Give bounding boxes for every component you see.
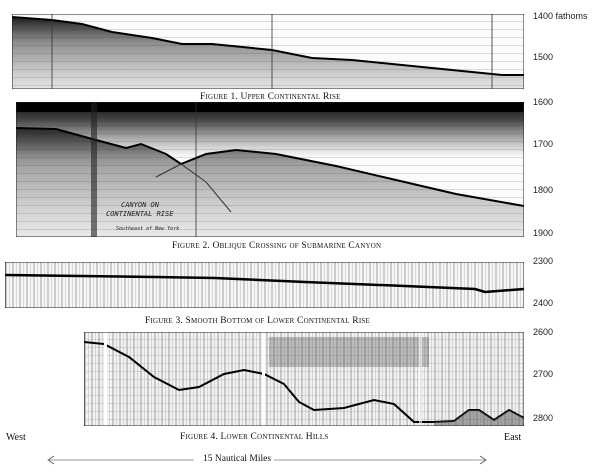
figure-3-caption: Figure 3. Smooth Bottom of Lower Contine… [145, 316, 370, 326]
depth-label: 1500 [533, 52, 554, 62]
seafloor-profile [12, 17, 524, 89]
scale-label: 15 Nautical Miles [200, 454, 275, 464]
depth-label: 2400 [533, 298, 554, 308]
figure-3-echogram [5, 262, 524, 308]
depth-label: 2300 [533, 256, 554, 266]
figure-1-echogram [12, 14, 524, 89]
depth-label: 2600 [533, 327, 554, 337]
depth-label: 1700 [533, 139, 554, 149]
depth-label: 1800 [533, 185, 554, 195]
depth-label: 2800 [533, 413, 554, 423]
seafloor-profile [16, 128, 524, 237]
figure-2-caption: Figure 2. Oblique Crossing of Submarine … [172, 241, 382, 251]
seafloor-profile [5, 273, 524, 294]
figure-1-caption: Figure 1. Upper Continental Rise [200, 92, 341, 102]
east-label: East [504, 432, 522, 443]
canyon-wall-echo [155, 163, 232, 213]
canyon-annotation: CANYON ON [121, 201, 160, 209]
figure-2-echogram: CANYON ON CONTINENTAL RISE Southeast of … [16, 102, 524, 237]
figure-4-caption: Figure 4. Lower Continental Hills [180, 432, 329, 442]
scale-arrow [47, 455, 487, 465]
west-label: West [6, 432, 26, 443]
figure-4-echogram [84, 332, 524, 426]
canyon-annotation: Southeast of New York [116, 226, 179, 232]
depth-label: 1900 [533, 228, 554, 238]
canyon-annotation: CONTINENTAL RISE [106, 210, 174, 218]
depth-label: 1600 [533, 97, 554, 107]
depth-label: 2700 [533, 369, 554, 379]
depth-label: 1400 fathoms [533, 11, 588, 21]
